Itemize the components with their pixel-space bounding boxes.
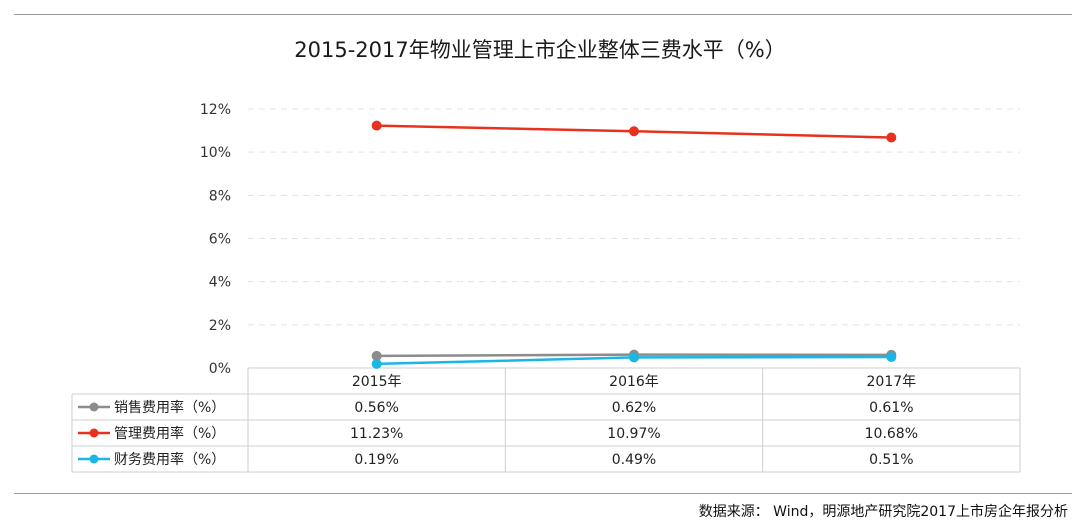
data-point [371, 120, 382, 131]
x-category-label: 2016年 [609, 374, 659, 390]
chart-title: 2015-2017年物业管理上市企业整体三费水平（%） [294, 38, 786, 62]
data-label: 0.62% [612, 400, 656, 416]
x-category-label: 2017年 [867, 374, 917, 390]
legend-label: 管理费用率（%） [114, 425, 225, 442]
data-label: 0.61% [869, 400, 913, 416]
y-tick-label: 4% [209, 275, 231, 291]
legend-key-marker [89, 402, 99, 412]
legend-key-marker [89, 428, 99, 438]
legend-label: 财务费用率（%） [114, 451, 225, 468]
y-tick-label: 10% [200, 145, 231, 161]
y-tick-label: 0% [209, 361, 231, 377]
bottom-rule [14, 493, 1072, 494]
data-label: 10.97% [607, 426, 660, 442]
data-point [371, 358, 382, 369]
source-note: 数据来源： Wind，明源地产研究院2017上市房企年报分析 [698, 504, 1068, 520]
data-label: 0.56% [354, 400, 398, 416]
x-category-label: 2015年 [352, 374, 402, 390]
y-tick-label: 8% [209, 188, 231, 204]
data-point [629, 352, 639, 363]
y-tick-label: 12% [200, 102, 231, 118]
data-label: 0.49% [612, 452, 656, 468]
data-label: 0.51% [869, 452, 913, 468]
legend-label: 销售费用率（%） [114, 399, 225, 416]
data-label: 0.19% [354, 452, 398, 468]
data-point [629, 126, 639, 137]
legend-key-marker [89, 454, 99, 464]
y-tick-label: 2% [209, 318, 231, 334]
data-point [371, 350, 382, 361]
data-point [886, 132, 897, 143]
data-point [886, 351, 897, 362]
data-label: 10.68% [865, 426, 918, 442]
data-label: 11.23% [350, 426, 403, 442]
y-tick-label: 6% [209, 232, 231, 248]
top-rule [14, 14, 1072, 15]
